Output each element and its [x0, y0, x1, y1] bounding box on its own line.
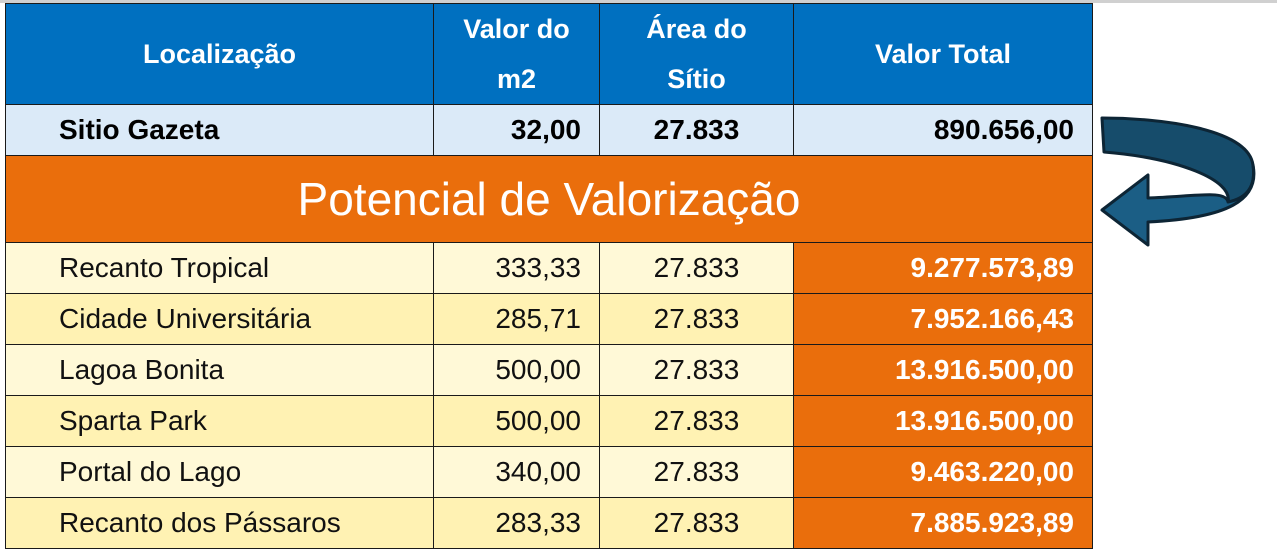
row-total: 7.885.923,89 [793, 497, 1093, 549]
row-location: Sparta Park [5, 395, 434, 447]
banner-title: Potencial de Valorização [5, 155, 1093, 243]
base-total: 890.656,00 [793, 104, 1093, 156]
header-row: Localização Valor do m2 Área do Sítio Va… [5, 3, 1093, 105]
row-total: 13.916.500,00 [793, 344, 1093, 396]
table-row: Recanto Tropical 333,33 27.833 9.277.573… [5, 242, 1093, 294]
base-area: 27.833 [599, 104, 794, 156]
row-area: 27.833 [599, 293, 794, 345]
row-price-m2: 500,00 [433, 395, 600, 447]
header-total: Valor Total [793, 3, 1093, 105]
row-area: 27.833 [599, 497, 794, 549]
row-price-m2: 340,00 [433, 446, 600, 498]
table-row: Cidade Universitária 285,71 27.833 7.952… [5, 293, 1093, 345]
row-total: 9.463.220,00 [793, 446, 1093, 498]
header-location: Localização [5, 3, 434, 105]
row-area: 27.833 [599, 344, 794, 396]
row-total: 7.952.166,43 [793, 293, 1093, 345]
row-total: 9.277.573,89 [793, 242, 1093, 294]
row-total: 13.916.500,00 [793, 395, 1093, 447]
table-row: Portal do Lago 340,00 27.833 9.463.220,0… [5, 446, 1093, 498]
table-row: Sparta Park 500,00 27.833 13.916.500,00 [5, 395, 1093, 447]
valuation-table: Localização Valor do m2 Área do Sítio Va… [5, 3, 1093, 549]
top-border [0, 0, 1277, 3]
base-price-m2: 32,00 [433, 104, 600, 156]
row-location: Cidade Universitária [5, 293, 434, 345]
row-location: Lagoa Bonita [5, 344, 434, 396]
row-price-m2: 285,71 [433, 293, 600, 345]
banner-row: Potencial de Valorização [5, 155, 1093, 243]
row-area: 27.833 [599, 395, 794, 447]
row-area: 27.833 [599, 242, 794, 294]
base-location: Sitio Gazeta [5, 104, 434, 156]
row-area: 27.833 [599, 446, 794, 498]
table-row: Lagoa Bonita 500,00 27.833 13.916.500,00 [5, 344, 1093, 396]
row-price-m2: 333,33 [433, 242, 600, 294]
base-row: Sitio Gazeta 32,00 27.833 890.656,00 [5, 104, 1093, 156]
curved-return-arrow-icon [1100, 116, 1256, 247]
header-price-m2: Valor do m2 [433, 3, 600, 105]
row-location: Recanto dos Pássaros [5, 497, 434, 549]
row-price-m2: 500,00 [433, 344, 600, 396]
row-location: Recanto Tropical [5, 242, 434, 294]
table-row: Recanto dos Pássaros 283,33 27.833 7.885… [5, 497, 1093, 549]
row-price-m2: 283,33 [433, 497, 600, 549]
row-location: Portal do Lago [5, 446, 434, 498]
header-area: Área do Sítio [599, 3, 794, 105]
